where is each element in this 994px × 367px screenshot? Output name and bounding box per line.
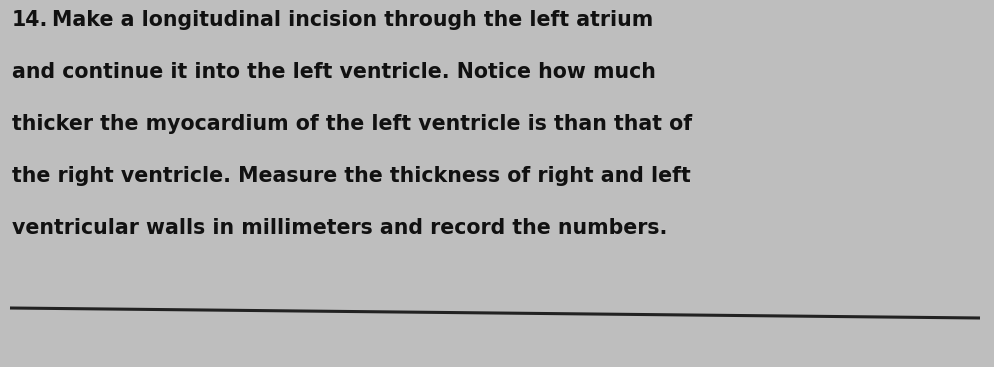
Text: ventricular walls in millimeters and record the numbers.: ventricular walls in millimeters and rec…	[12, 218, 667, 238]
Text: thicker the myocardium of the left ventricle is than that of: thicker the myocardium of the left ventr…	[12, 114, 692, 134]
Text: 14.: 14.	[12, 10, 49, 30]
Text: and continue it into the left ventricle. Notice how much: and continue it into the left ventricle.…	[12, 62, 655, 82]
Text: the right ventricle. Measure the thickness of right and left: the right ventricle. Measure the thickne…	[12, 166, 690, 186]
Text: Make a longitudinal incision through the left atrium: Make a longitudinal incision through the…	[52, 10, 653, 30]
